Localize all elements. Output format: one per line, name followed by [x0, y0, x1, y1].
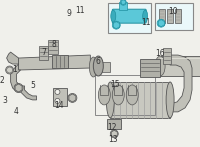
Bar: [53, 88, 67, 106]
Circle shape: [6, 66, 14, 74]
Bar: [108, 3, 151, 33]
Ellipse shape: [106, 82, 114, 118]
Polygon shape: [15, 84, 22, 92]
Text: 11: 11: [76, 6, 85, 15]
Polygon shape: [19, 55, 90, 70]
Ellipse shape: [126, 85, 138, 105]
Text: 1: 1: [12, 65, 17, 74]
Text: 3: 3: [3, 96, 7, 105]
Text: 12: 12: [108, 123, 117, 132]
Bar: [159, 9, 165, 23]
Ellipse shape: [94, 57, 102, 75]
Circle shape: [110, 130, 118, 138]
Text: 16: 16: [155, 49, 165, 58]
Ellipse shape: [143, 10, 148, 22]
Circle shape: [120, 0, 126, 5]
Ellipse shape: [98, 85, 110, 105]
Polygon shape: [110, 82, 170, 118]
Ellipse shape: [112, 85, 124, 105]
Polygon shape: [11, 64, 21, 92]
Ellipse shape: [89, 57, 97, 77]
Polygon shape: [7, 52, 19, 64]
Bar: [39, 46, 48, 60]
Ellipse shape: [7, 67, 13, 73]
Circle shape: [55, 89, 60, 94]
Bar: [163, 48, 171, 64]
Text: 9: 9: [67, 9, 72, 18]
Bar: [107, 119, 121, 129]
Text: 13: 13: [108, 135, 118, 144]
Bar: [175, 9, 181, 23]
Circle shape: [112, 21, 120, 29]
Text: 15: 15: [110, 80, 120, 89]
Text: 4: 4: [13, 107, 18, 116]
Circle shape: [14, 83, 23, 92]
Text: 10: 10: [168, 7, 178, 16]
Text: 11: 11: [141, 18, 151, 27]
Polygon shape: [21, 86, 37, 100]
Text: 14: 14: [54, 101, 64, 110]
Text: 8: 8: [51, 40, 56, 49]
Ellipse shape: [93, 56, 103, 76]
Circle shape: [157, 19, 165, 27]
FancyBboxPatch shape: [112, 9, 146, 23]
Text: 2: 2: [0, 76, 5, 85]
Ellipse shape: [166, 82, 174, 118]
Bar: [140, 59, 160, 77]
Ellipse shape: [155, 56, 165, 76]
Text: 6: 6: [96, 57, 101, 66]
Bar: [48, 40, 58, 54]
Polygon shape: [160, 56, 200, 76]
Text: 7: 7: [41, 49, 46, 57]
Text: 5: 5: [30, 81, 35, 90]
Circle shape: [68, 93, 77, 102]
Circle shape: [55, 98, 60, 103]
Polygon shape: [111, 130, 117, 137]
Bar: [167, 9, 173, 23]
Polygon shape: [93, 62, 110, 72]
Ellipse shape: [111, 10, 116, 22]
Polygon shape: [69, 94, 76, 102]
Polygon shape: [170, 55, 192, 112]
Bar: [155, 3, 193, 30]
Bar: [119, 2, 127, 10]
Polygon shape: [52, 55, 68, 68]
